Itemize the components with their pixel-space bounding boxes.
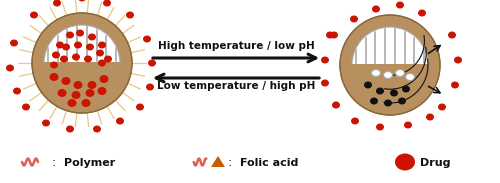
Ellipse shape — [396, 70, 404, 76]
Ellipse shape — [56, 42, 64, 48]
Ellipse shape — [448, 31, 456, 38]
Ellipse shape — [406, 74, 414, 81]
Ellipse shape — [98, 59, 106, 66]
Ellipse shape — [332, 102, 340, 109]
Text: :: : — [228, 156, 232, 169]
Ellipse shape — [72, 53, 80, 61]
Text: Folic acid: Folic acid — [240, 158, 298, 168]
Ellipse shape — [143, 36, 151, 42]
Ellipse shape — [390, 89, 398, 96]
Ellipse shape — [384, 72, 392, 79]
Text: Polymer: Polymer — [64, 158, 115, 168]
Ellipse shape — [384, 100, 392, 107]
Polygon shape — [44, 63, 120, 101]
Ellipse shape — [66, 31, 74, 38]
Ellipse shape — [32, 13, 132, 113]
Ellipse shape — [372, 70, 380, 76]
Ellipse shape — [350, 16, 358, 23]
Ellipse shape — [370, 98, 378, 104]
Ellipse shape — [30, 12, 38, 18]
Ellipse shape — [84, 55, 92, 63]
Ellipse shape — [74, 81, 82, 89]
Ellipse shape — [351, 117, 359, 124]
Ellipse shape — [76, 29, 84, 36]
Ellipse shape — [98, 42, 106, 48]
Ellipse shape — [116, 117, 124, 124]
Ellipse shape — [6, 64, 14, 72]
Ellipse shape — [330, 31, 338, 38]
Ellipse shape — [103, 0, 111, 7]
Ellipse shape — [451, 81, 459, 89]
Ellipse shape — [44, 25, 120, 101]
Ellipse shape — [376, 124, 384, 130]
Ellipse shape — [62, 44, 70, 51]
Ellipse shape — [402, 85, 410, 92]
Ellipse shape — [321, 57, 329, 64]
Ellipse shape — [42, 119, 50, 126]
Ellipse shape — [74, 42, 82, 48]
Polygon shape — [211, 156, 225, 167]
Ellipse shape — [88, 33, 96, 40]
Ellipse shape — [396, 1, 404, 8]
Ellipse shape — [58, 89, 66, 97]
Ellipse shape — [93, 126, 101, 132]
Ellipse shape — [398, 98, 406, 104]
Ellipse shape — [88, 81, 96, 89]
Ellipse shape — [13, 87, 21, 94]
Ellipse shape — [78, 0, 86, 1]
Ellipse shape — [50, 61, 58, 68]
Text: High temperature / low pH: High temperature / low pH — [158, 41, 314, 51]
Ellipse shape — [72, 91, 80, 99]
Ellipse shape — [376, 87, 384, 94]
Text: Drug: Drug — [420, 158, 450, 168]
Ellipse shape — [404, 122, 412, 128]
Ellipse shape — [126, 12, 134, 18]
Ellipse shape — [62, 77, 70, 85]
Ellipse shape — [98, 87, 106, 95]
Ellipse shape — [454, 57, 462, 64]
Ellipse shape — [364, 81, 372, 89]
Polygon shape — [352, 65, 428, 103]
Ellipse shape — [418, 10, 426, 16]
Ellipse shape — [66, 126, 74, 132]
Ellipse shape — [96, 49, 104, 57]
Text: :: : — [52, 156, 56, 169]
Ellipse shape — [86, 89, 94, 97]
Text: Low temperature / high pH: Low temperature / high pH — [157, 81, 315, 91]
Ellipse shape — [372, 5, 380, 12]
Ellipse shape — [50, 73, 58, 81]
Ellipse shape — [146, 83, 154, 91]
Ellipse shape — [148, 59, 156, 66]
Ellipse shape — [100, 75, 108, 83]
Ellipse shape — [53, 0, 61, 7]
Ellipse shape — [86, 44, 94, 51]
Ellipse shape — [340, 15, 440, 115]
Ellipse shape — [352, 27, 428, 103]
Ellipse shape — [10, 40, 18, 46]
Ellipse shape — [104, 55, 112, 63]
Ellipse shape — [136, 104, 144, 111]
Ellipse shape — [395, 154, 415, 171]
Ellipse shape — [52, 51, 60, 59]
Ellipse shape — [68, 99, 76, 107]
Ellipse shape — [82, 99, 90, 107]
Ellipse shape — [438, 104, 446, 111]
Ellipse shape — [60, 55, 68, 63]
Ellipse shape — [326, 31, 334, 38]
Ellipse shape — [22, 104, 30, 111]
Ellipse shape — [426, 113, 434, 120]
Ellipse shape — [321, 79, 329, 87]
